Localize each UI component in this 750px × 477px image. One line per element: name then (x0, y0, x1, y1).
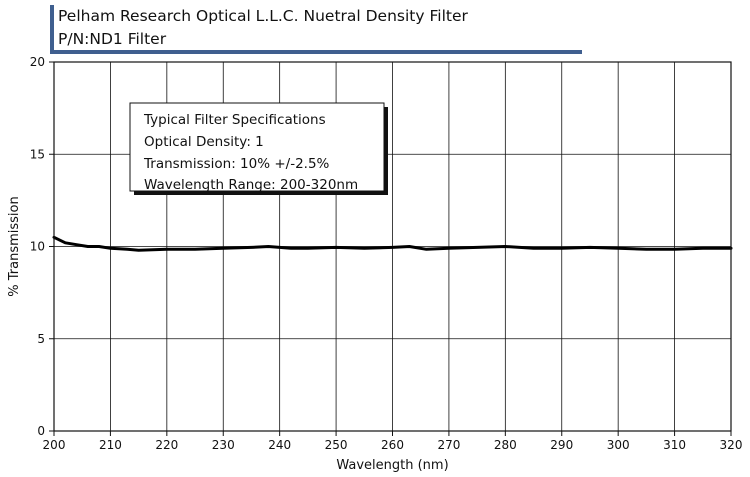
chart-title: Pelham Research Optical L.L.C. Nuetral D… (58, 7, 468, 25)
chart-header: Pelham Research Optical L.L.C. Nuetral D… (50, 5, 582, 54)
spec-line: Optical Density: 1 (144, 134, 264, 150)
x-tick-label: 320 (720, 438, 743, 452)
series-layer (52, 235, 733, 252)
y-axis-label: % Transmission (7, 196, 22, 296)
x-tick-label: 240 (268, 438, 291, 452)
spec-line: Wavelength Range: 200-320nm (144, 177, 358, 193)
x-tick-label: 230 (212, 438, 235, 452)
y-axis-ticks: 0 5 10 15 20 (30, 55, 54, 438)
x-tick-label: 280 (494, 438, 517, 452)
y-tick-label: 0 (37, 424, 45, 438)
x-axis-label: Wavelength (nm) (336, 458, 448, 473)
y-tick-label: 10 (30, 240, 45, 254)
y-tick-label: 5 (37, 332, 45, 346)
x-tick-label: 220 (155, 438, 178, 452)
x-tick-label: 210 (99, 438, 122, 452)
header-accent-bar (50, 5, 54, 52)
plot-frame (53, 61, 732, 432)
chart-subtitle: P/N:ND1 Filter (58, 30, 167, 48)
header-underline (50, 50, 582, 54)
x-axis-ticks: 200 210 220 230 240 250 260 270 280 290 300 310 320 (43, 431, 743, 452)
spec-box-panel (129, 102, 385, 192)
spec-line: Transmission: 10% +/-2.5% (143, 156, 330, 172)
x-tick-label: 270 (437, 438, 460, 452)
y-tick-label: 20 (30, 55, 45, 69)
x-tick-label: 300 (607, 438, 630, 452)
x-tick-label: 260 (381, 438, 404, 452)
spec-box: Typical Filter Specifications Optical De… (129, 102, 388, 195)
transmission-series-line (52, 235, 733, 252)
spec-line: Typical Filter Specifications (143, 112, 326, 128)
x-tick-label: 290 (550, 438, 573, 452)
x-tick-label: 200 (43, 438, 66, 452)
x-tick-label: 310 (663, 438, 686, 452)
y-tick-label: 15 (30, 147, 45, 161)
x-tick-label: 250 (325, 438, 348, 452)
